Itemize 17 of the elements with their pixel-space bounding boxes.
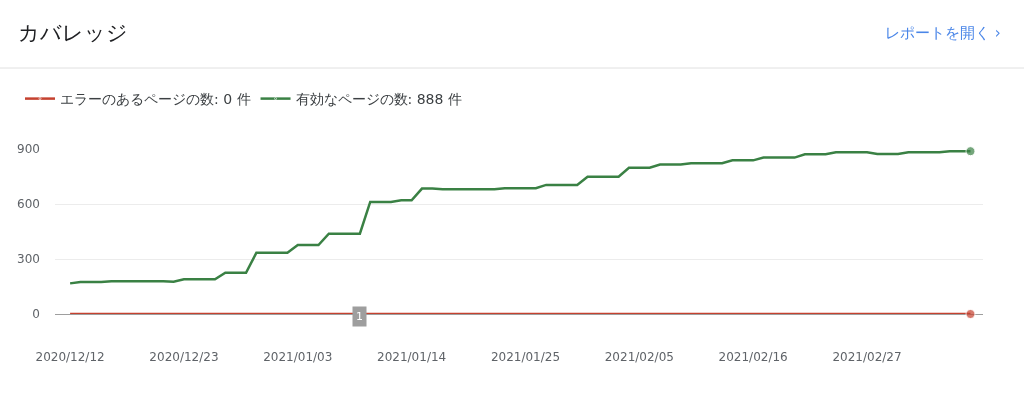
text: レポートを開く › (885, 24, 1001, 42)
x-tick-label: 2020/12/23 (149, 350, 219, 364)
chart-title: カバレッジ (18, 21, 128, 46)
y-tick-label: 300 (17, 252, 40, 267)
y-tick-label: 900 (17, 142, 40, 157)
legend-label: 有効なページの数: 888 件 (295, 91, 462, 108)
y-tick-label: 0 (32, 307, 40, 322)
x-tick-label: 2020/12/12 (35, 350, 105, 364)
annotation: 1 (356, 310, 363, 323)
x-tick-label: 2021/02/27 (832, 350, 902, 364)
x-tick-label: 2021/02/05 (604, 350, 674, 364)
y-tick-label: 600 (17, 197, 40, 212)
legend-label: エラーのあるページの数: 0 件 (60, 91, 251, 108)
x-tick-label: 2021/01/25 (490, 350, 561, 364)
x-tick-label: 2021/02/16 (718, 350, 788, 364)
x-tick-label: 2021/01/14 (377, 350, 447, 364)
x-tick-label: 2021/01/03 (263, 350, 333, 364)
